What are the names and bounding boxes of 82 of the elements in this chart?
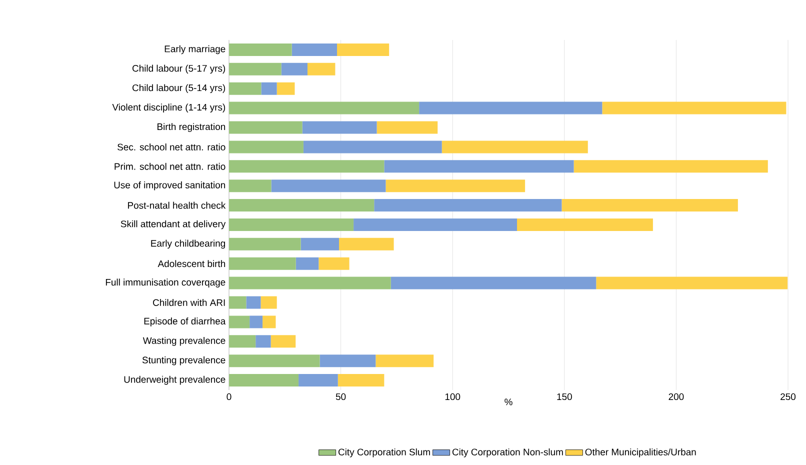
- bar: [354, 218, 518, 231]
- bar: [390, 276, 596, 290]
- legend-label: Other Municipalities/Urban: [585, 448, 696, 458]
- bar: [246, 296, 261, 309]
- bar: [303, 140, 442, 154]
- y-tick-label: Early marriage: [164, 45, 226, 54]
- bar: [229, 199, 374, 212]
- y-tick-label: Early childbearing: [151, 240, 226, 249]
- bar: [229, 257, 296, 270]
- y-tick-label: Episode of diarrhea: [144, 318, 226, 326]
- bar: [337, 43, 390, 56]
- y-tick-label: Skill attendant at delivery: [120, 220, 226, 230]
- bar: [229, 62, 282, 76]
- bar: [229, 43, 292, 56]
- bar: [298, 374, 338, 387]
- bar: [229, 160, 384, 173]
- bar: [229, 296, 246, 309]
- bar: [307, 62, 336, 76]
- y-tick-label: Children with ARI: [153, 299, 225, 306]
- x-tick-label: 250: [780, 393, 796, 400]
- bar: [261, 82, 277, 95]
- bar: [517, 218, 653, 231]
- legend-label: City Corporation Non-slum: [452, 448, 563, 458]
- y-tick-label: Post-natal health check: [128, 202, 226, 209]
- y-tick-label: Child labour (5-14 yrs): [132, 84, 226, 94]
- x-tick-label: 50: [336, 393, 346, 400]
- bar: [229, 140, 304, 154]
- x-tick-label: 100: [445, 393, 460, 400]
- bar: [229, 335, 256, 348]
- y-tick-label: Birth registration: [158, 123, 226, 132]
- bar: [276, 82, 295, 95]
- bar: [374, 199, 562, 212]
- bar: [442, 140, 588, 154]
- x-tick-label: 150: [557, 393, 572, 400]
- bar: [229, 180, 272, 192]
- y-tick-label: Stunting prevalence: [142, 356, 226, 366]
- bar: [229, 102, 420, 114]
- bar: [296, 257, 319, 270]
- bar: [270, 335, 296, 348]
- bar: [229, 276, 391, 290]
- bar: [376, 354, 434, 368]
- bar: [256, 335, 271, 348]
- y-tick-label: Use of improved sanitation: [114, 181, 226, 190]
- x-tick-label: 0: [226, 393, 232, 400]
- bar: [338, 374, 384, 387]
- bar: [262, 316, 276, 328]
- bar: [562, 199, 738, 212]
- bar: [384, 160, 574, 173]
- bar: [386, 180, 526, 192]
- bar: [292, 43, 338, 56]
- bar: [281, 62, 308, 76]
- bar: [271, 180, 386, 192]
- bar: [318, 257, 350, 270]
- bar: [250, 316, 263, 328]
- y-tick-label: Prim. school net attn. ratio: [114, 162, 226, 170]
- bar: [339, 238, 394, 250]
- bar: [229, 238, 301, 250]
- x-tick-label: 200: [668, 393, 684, 400]
- y-tick-label: Wasting prevalence: [142, 336, 226, 346]
- bar: [376, 121, 438, 134]
- bar: [229, 316, 250, 328]
- y-tick-label: Sec. school net attn. ratio: [118, 143, 226, 150]
- bar: [229, 121, 302, 134]
- x-axis-title: %: [504, 398, 512, 406]
- y-tick-label: Underweight prevalence: [124, 376, 226, 385]
- bar: [302, 121, 377, 134]
- y-tick-label: Full immunisation coverqage: [106, 278, 226, 288]
- bar: [300, 238, 340, 250]
- bar: [419, 102, 602, 114]
- bar: [229, 354, 320, 368]
- bar: [260, 296, 277, 309]
- y-tick-label: Violent discipline (1-14 yrs): [112, 104, 226, 112]
- legend-label: City Corporation Slum: [338, 448, 430, 458]
- bar: [602, 102, 786, 114]
- bar: [229, 218, 354, 231]
- bar: [229, 82, 262, 95]
- y-tick-label: Child labour (5-17 yrs): [132, 64, 226, 74]
- bar: [229, 374, 299, 387]
- bar: [320, 354, 376, 368]
- y-tick-label: Adolescent birth: [158, 260, 226, 268]
- bar: [574, 160, 768, 173]
- bar: [596, 276, 788, 290]
